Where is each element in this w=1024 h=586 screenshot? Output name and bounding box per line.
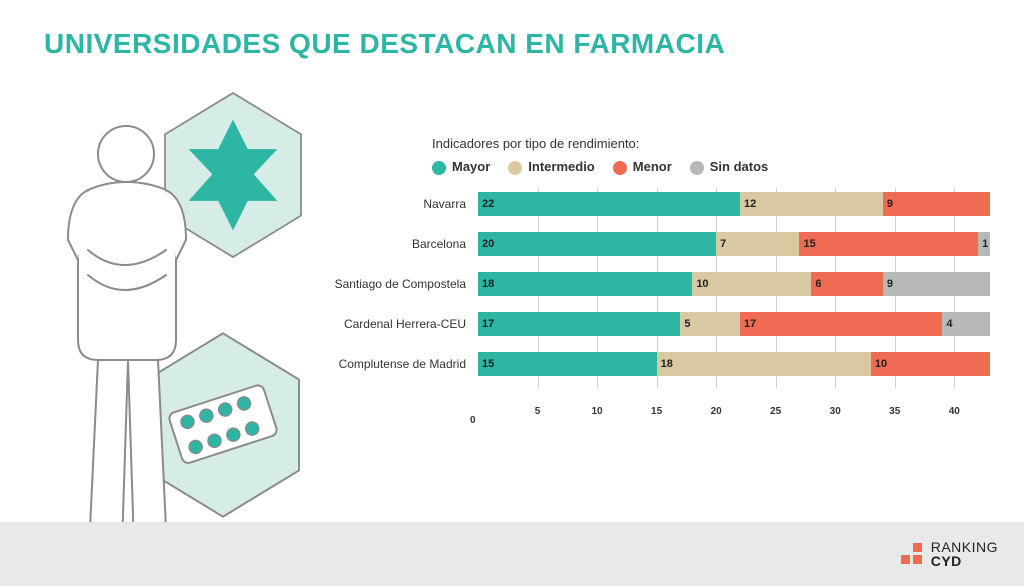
bar-track: 17 5 17 4 xyxy=(478,312,990,336)
bar-track: 22 12 9 xyxy=(478,192,990,216)
bar-segment: 9 xyxy=(883,272,990,296)
axis-tick: 30 xyxy=(830,406,841,417)
legend: Indicadores por tipo de rendimiento: May… xyxy=(432,136,768,175)
axis-zero-label: 0 xyxy=(470,415,476,426)
segment-value: 9 xyxy=(887,198,893,210)
bar-track: 20 7 15 1 xyxy=(478,232,990,256)
legend-swatch-icon xyxy=(690,161,704,175)
legend-title: Indicadores por tipo de rendimiento: xyxy=(432,136,768,151)
legend-item: Menor xyxy=(613,159,672,175)
segment-value: 12 xyxy=(744,198,756,210)
bar-segment: 4 xyxy=(942,312,990,336)
pharmacist-icon xyxy=(28,110,228,570)
row-label: Barcelona xyxy=(310,237,478,251)
bar-segment: 15 xyxy=(478,352,657,376)
chart-row: Complutense de Madrid 15 18 10 xyxy=(310,348,990,380)
bar-segment: 18 xyxy=(657,352,871,376)
segment-value: 5 xyxy=(684,318,690,330)
bar-segment: 1 xyxy=(978,232,990,256)
bar-segment: 15 xyxy=(799,232,978,256)
bar-segment: 18 xyxy=(478,272,692,296)
legend-row: Mayor Intermedio Menor Sin datos xyxy=(432,159,768,175)
bar-segment: 17 xyxy=(478,312,680,336)
chart-row: Navarra 22 12 9 xyxy=(310,188,990,220)
logo-squares-icon xyxy=(901,543,923,565)
bar-segment: 17 xyxy=(740,312,942,336)
axis-tick: 10 xyxy=(592,406,603,417)
segment-value: 17 xyxy=(744,318,756,330)
chart-row: Santiago de Compostela 18 10 6 9 xyxy=(310,268,990,300)
axis-tick: 20 xyxy=(711,406,722,417)
legend-item: Sin datos xyxy=(690,159,769,175)
bar-segment: 20 xyxy=(478,232,716,256)
segment-value: 10 xyxy=(875,358,887,370)
segment-value: 1 xyxy=(982,238,988,250)
row-label: Cardenal Herrera-CEU xyxy=(310,317,478,331)
segment-value: 15 xyxy=(803,238,815,250)
chart: Navarra 22 12 9 Barcelona 20 7 15 1 Santiago de C… xyxy=(310,188,990,418)
bar-segment: 6 xyxy=(811,272,882,296)
legend-label: Sin datos xyxy=(710,159,769,174)
legend-label: Menor xyxy=(633,159,672,174)
segment-value: 10 xyxy=(696,278,708,290)
logo-text: RANKING CYD xyxy=(931,540,998,568)
segment-value: 18 xyxy=(661,358,673,370)
bar-segment: 10 xyxy=(692,272,811,296)
logo-line2: CYD xyxy=(931,554,998,568)
page-root: UNIVERSIDADES QUE DESTACAN EN FARMACIA xyxy=(0,0,1024,586)
axis-tick: 5 xyxy=(535,406,541,417)
bar-segment: 9 xyxy=(883,192,990,216)
bar-segment: 5 xyxy=(680,312,740,336)
legend-label: Mayor xyxy=(452,159,490,174)
axis-tick: 15 xyxy=(651,406,662,417)
illustration-block xyxy=(28,90,348,530)
axis-tick: 40 xyxy=(949,406,960,417)
page-title: UNIVERSIDADES QUE DESTACAN EN FARMACIA xyxy=(44,28,725,60)
chart-row: Barcelona 20 7 15 1 xyxy=(310,228,990,260)
segment-value: 9 xyxy=(887,278,893,290)
segment-value: 15 xyxy=(482,358,494,370)
segment-value: 22 xyxy=(482,198,494,210)
row-label: Santiago de Compostela xyxy=(310,277,478,291)
brand-logo: RANKING CYD xyxy=(901,540,998,568)
chart-row: Cardenal Herrera-CEU 17 5 17 4 xyxy=(310,308,990,340)
segment-value: 20 xyxy=(482,238,494,250)
segment-value: 6 xyxy=(815,278,821,290)
axis-tick: 25 xyxy=(770,406,781,417)
segment-value: 7 xyxy=(720,238,726,250)
axis-tick: 35 xyxy=(889,406,900,417)
bar-segment: 12 xyxy=(740,192,883,216)
legend-swatch-icon xyxy=(613,161,627,175)
bar-segment: 10 xyxy=(871,352,990,376)
legend-item: Intermedio xyxy=(508,159,594,175)
bar-segment: 7 xyxy=(716,232,799,256)
legend-swatch-icon xyxy=(432,161,446,175)
footer-bar xyxy=(0,522,1024,586)
legend-swatch-icon xyxy=(508,161,522,175)
bar-track: 15 18 10 xyxy=(478,352,990,376)
legend-item: Mayor xyxy=(432,159,490,175)
x-axis: 5 10 15 20 25 30 35 40 xyxy=(478,406,990,428)
segment-value: 4 xyxy=(946,318,952,330)
bar-segment: 22 xyxy=(478,192,740,216)
legend-label: Intermedio xyxy=(528,159,594,174)
segment-value: 17 xyxy=(482,318,494,330)
row-label: Complutense de Madrid xyxy=(310,357,478,371)
segment-value: 18 xyxy=(482,278,494,290)
row-label: Navarra xyxy=(310,197,478,211)
bar-track: 18 10 6 9 xyxy=(478,272,990,296)
